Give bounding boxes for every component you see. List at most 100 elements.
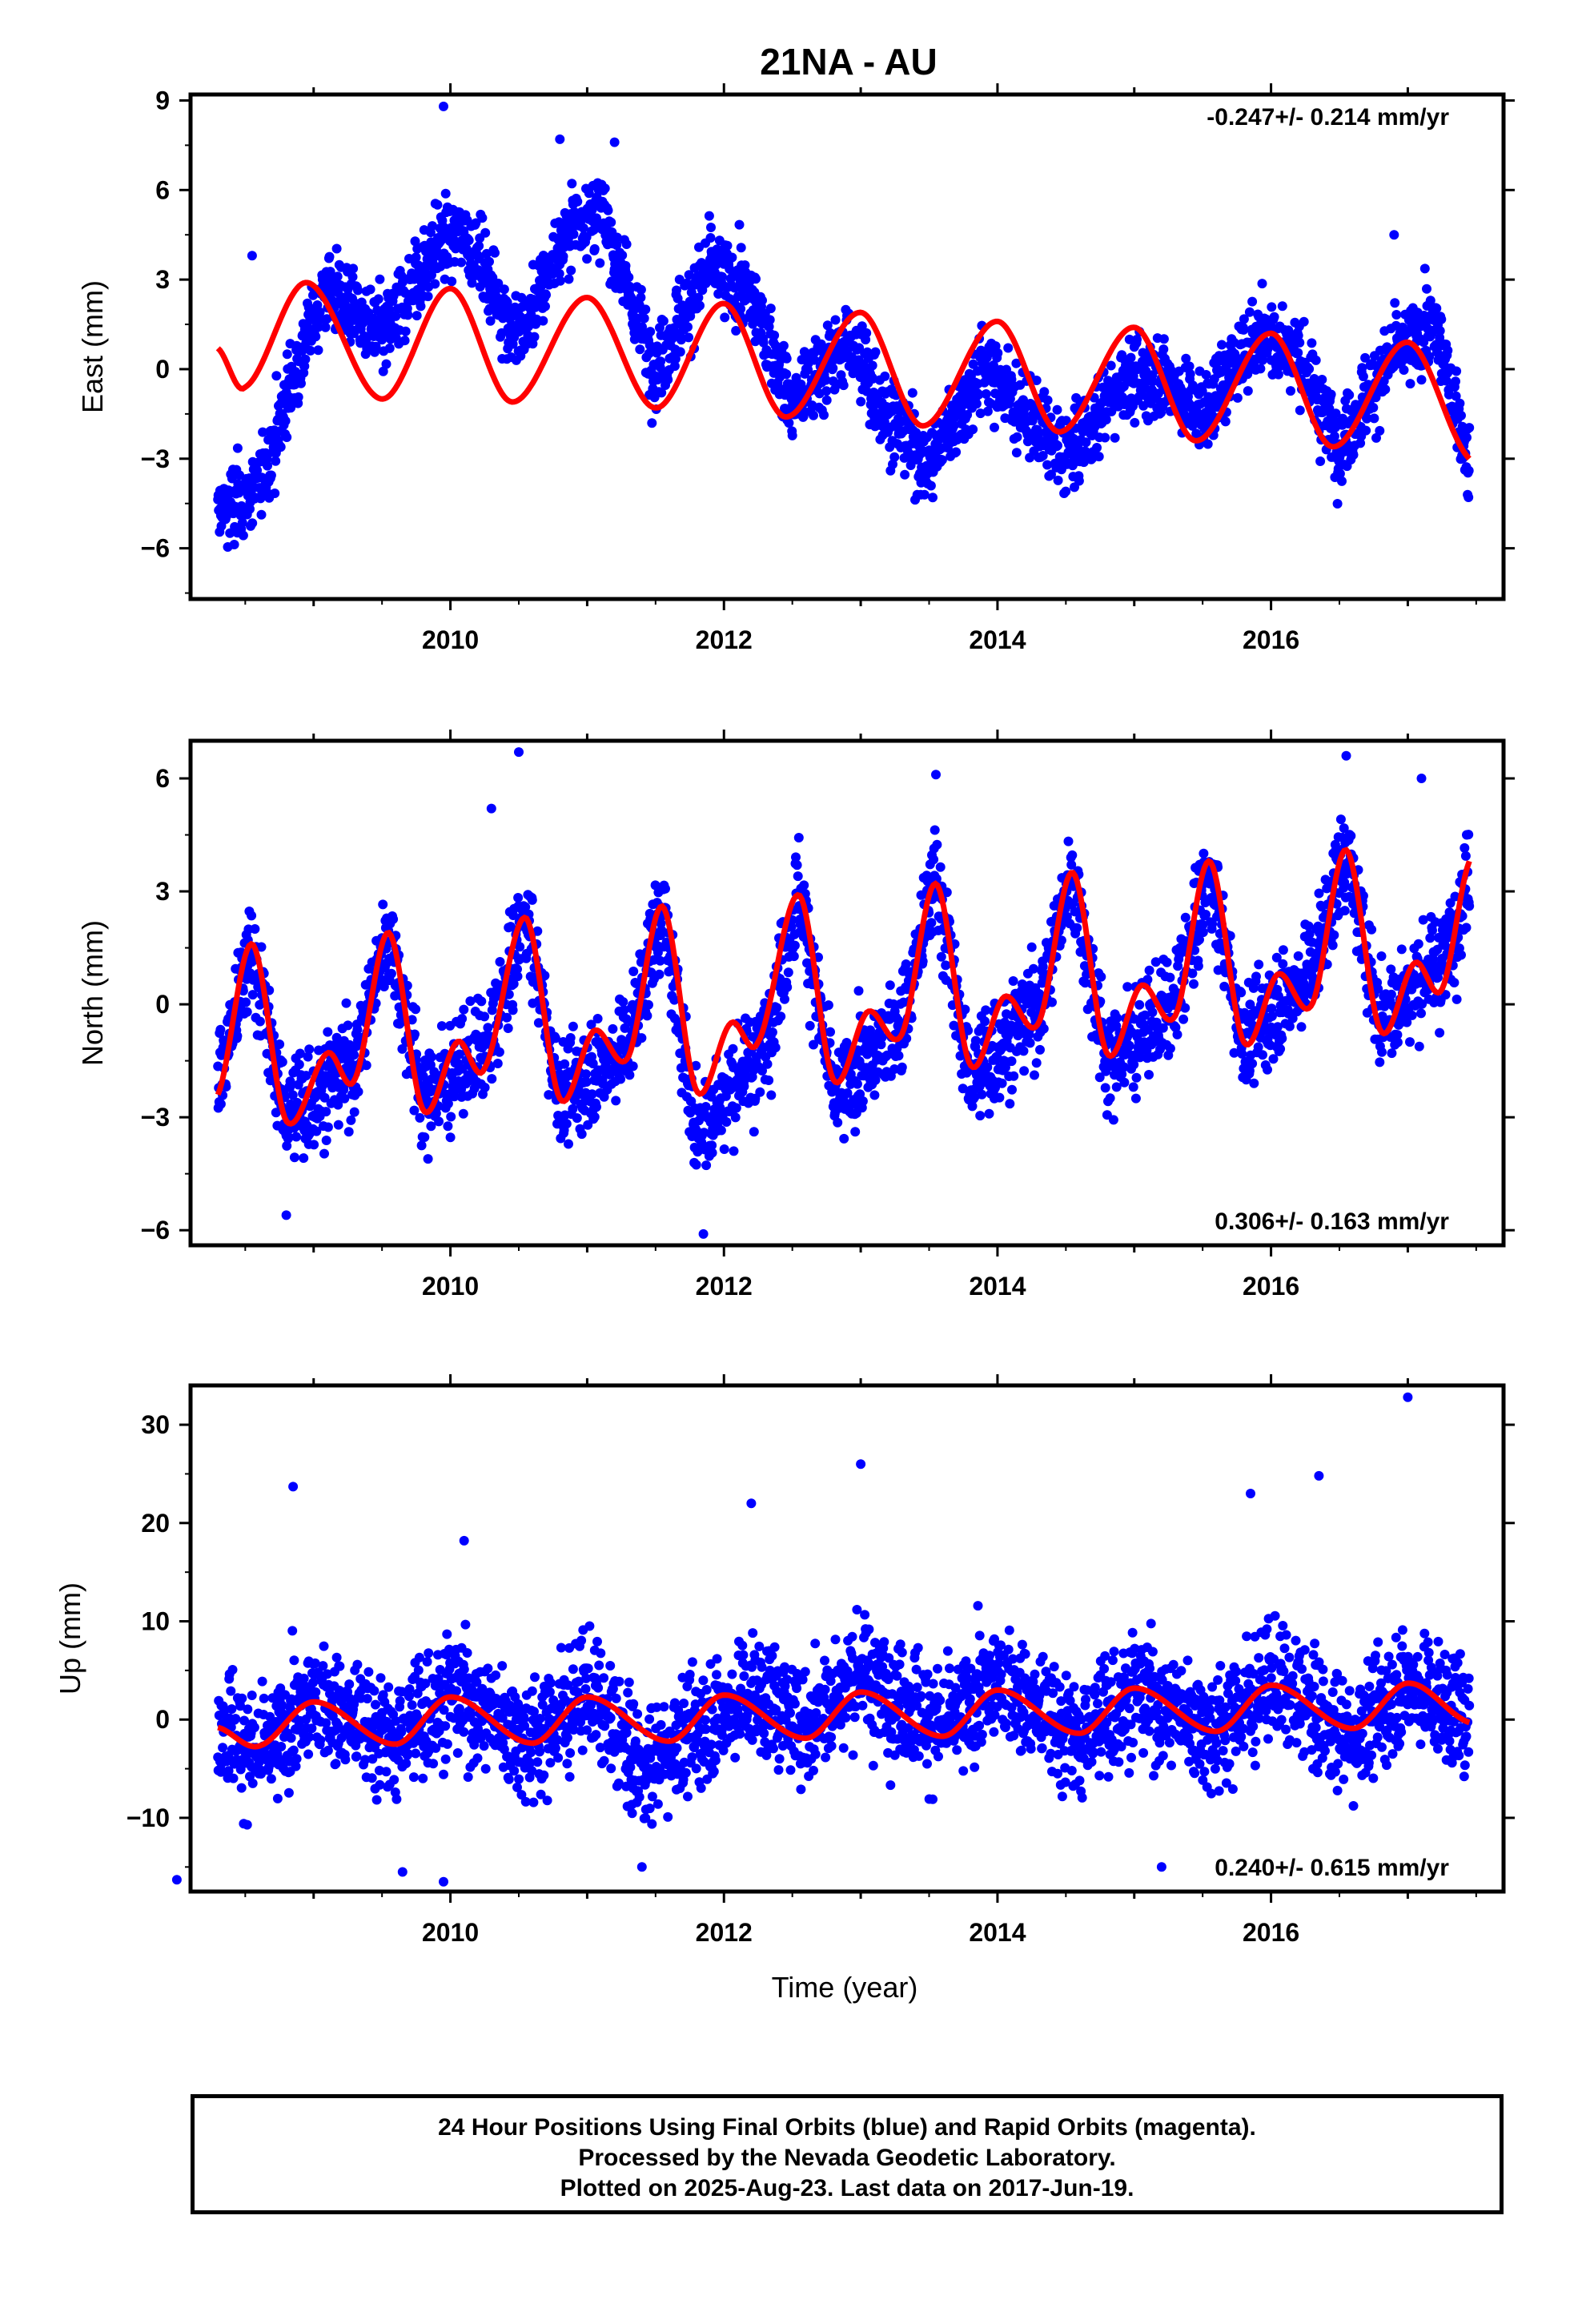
- data-point: [1295, 337, 1305, 348]
- data-point: [1006, 1056, 1017, 1067]
- data-point: [1092, 443, 1102, 452]
- data-point: [767, 1027, 777, 1037]
- data-point: [793, 871, 803, 882]
- data-point: [476, 996, 487, 1007]
- data-point: [675, 347, 685, 357]
- data-point: [888, 459, 897, 469]
- data-point: [1299, 316, 1309, 327]
- data-point: [1019, 1066, 1030, 1076]
- data-point: [1197, 386, 1207, 396]
- data-point: [1018, 1046, 1029, 1056]
- data-point: [608, 1023, 618, 1034]
- data-point: [1108, 1115, 1118, 1125]
- data-point: [1451, 391, 1461, 401]
- data-point: [757, 296, 767, 306]
- data-point: [440, 188, 451, 199]
- data-point: [411, 252, 421, 263]
- data-point: [256, 942, 267, 952]
- data-point: [250, 924, 260, 934]
- data-point: [566, 265, 576, 275]
- y-tick-label: −3: [141, 444, 170, 473]
- data-point: [766, 1090, 777, 1100]
- data-point: [459, 1004, 469, 1015]
- data-point: [1067, 850, 1078, 860]
- data-point: [889, 452, 900, 462]
- data-point: [282, 349, 292, 360]
- data-point: [661, 883, 670, 894]
- data-point: [1244, 307, 1255, 317]
- data-point: [311, 332, 321, 342]
- data-point: [656, 356, 666, 367]
- data-point: [305, 345, 315, 356]
- data-point: [1390, 298, 1400, 308]
- data-point: [325, 267, 335, 277]
- data-point: [456, 257, 467, 267]
- data-point: [271, 371, 282, 381]
- data-point: [1128, 1082, 1138, 1092]
- data-point: [782, 982, 793, 992]
- data-point: [870, 347, 881, 357]
- data-point: [636, 284, 646, 295]
- data-point: [1187, 968, 1198, 979]
- data-point: [333, 1100, 343, 1110]
- data-point: [1405, 379, 1415, 389]
- data-point: [1162, 957, 1172, 967]
- data-point: [1361, 425, 1371, 436]
- data-point: [611, 1096, 621, 1106]
- data-point: [974, 389, 984, 400]
- data-point: [1419, 263, 1430, 274]
- data-point: [584, 188, 594, 199]
- data-point: [821, 386, 832, 396]
- data-point: [568, 1104, 578, 1114]
- data-point: [751, 274, 761, 284]
- data-point: [379, 982, 389, 991]
- data-point: [271, 456, 281, 466]
- data-point: [428, 221, 437, 231]
- data-point: [247, 990, 258, 1000]
- data-point: [1436, 314, 1447, 324]
- data-point: [402, 980, 412, 991]
- data-point: [721, 1117, 732, 1127]
- data-point: [477, 213, 488, 223]
- data-point: [291, 367, 300, 377]
- data-point: [592, 1014, 603, 1023]
- data-point: [560, 1059, 570, 1069]
- data-point: [487, 1074, 497, 1084]
- data-point: [567, 179, 577, 189]
- data-point: [1094, 452, 1104, 462]
- data-point: [606, 217, 616, 227]
- data-point: [822, 320, 833, 331]
- data-point: [600, 183, 610, 194]
- data-point: [850, 1127, 861, 1137]
- data-point: [975, 1111, 986, 1121]
- data-point: [333, 1120, 343, 1130]
- data-point: [620, 260, 631, 271]
- data-point: [299, 361, 310, 372]
- data-point: [266, 470, 276, 480]
- data-point: [970, 1035, 981, 1046]
- data-point: [644, 348, 654, 359]
- data-point: [784, 418, 794, 428]
- data-point: [1038, 1023, 1049, 1034]
- data-point: [701, 1102, 711, 1112]
- data-point: [538, 316, 548, 326]
- data-point: [483, 1023, 493, 1033]
- data-point: [467, 278, 477, 288]
- data-point: [1431, 304, 1442, 313]
- data-point: [1369, 413, 1379, 424]
- data-point: [352, 1024, 363, 1035]
- data-point: [868, 402, 878, 412]
- data-point: [628, 1061, 638, 1072]
- data-point: [658, 316, 669, 326]
- data-point: [636, 292, 646, 303]
- data-point: [341, 998, 351, 1008]
- data-point: [375, 274, 385, 284]
- data-point: [984, 1108, 994, 1119]
- data-point: [1464, 423, 1475, 433]
- outlier-point: [439, 101, 448, 111]
- data-point: [291, 1132, 302, 1142]
- data-point: [720, 312, 730, 323]
- data-point: [691, 1160, 701, 1170]
- data-point: [1329, 431, 1339, 441]
- data-point: [1130, 1093, 1141, 1104]
